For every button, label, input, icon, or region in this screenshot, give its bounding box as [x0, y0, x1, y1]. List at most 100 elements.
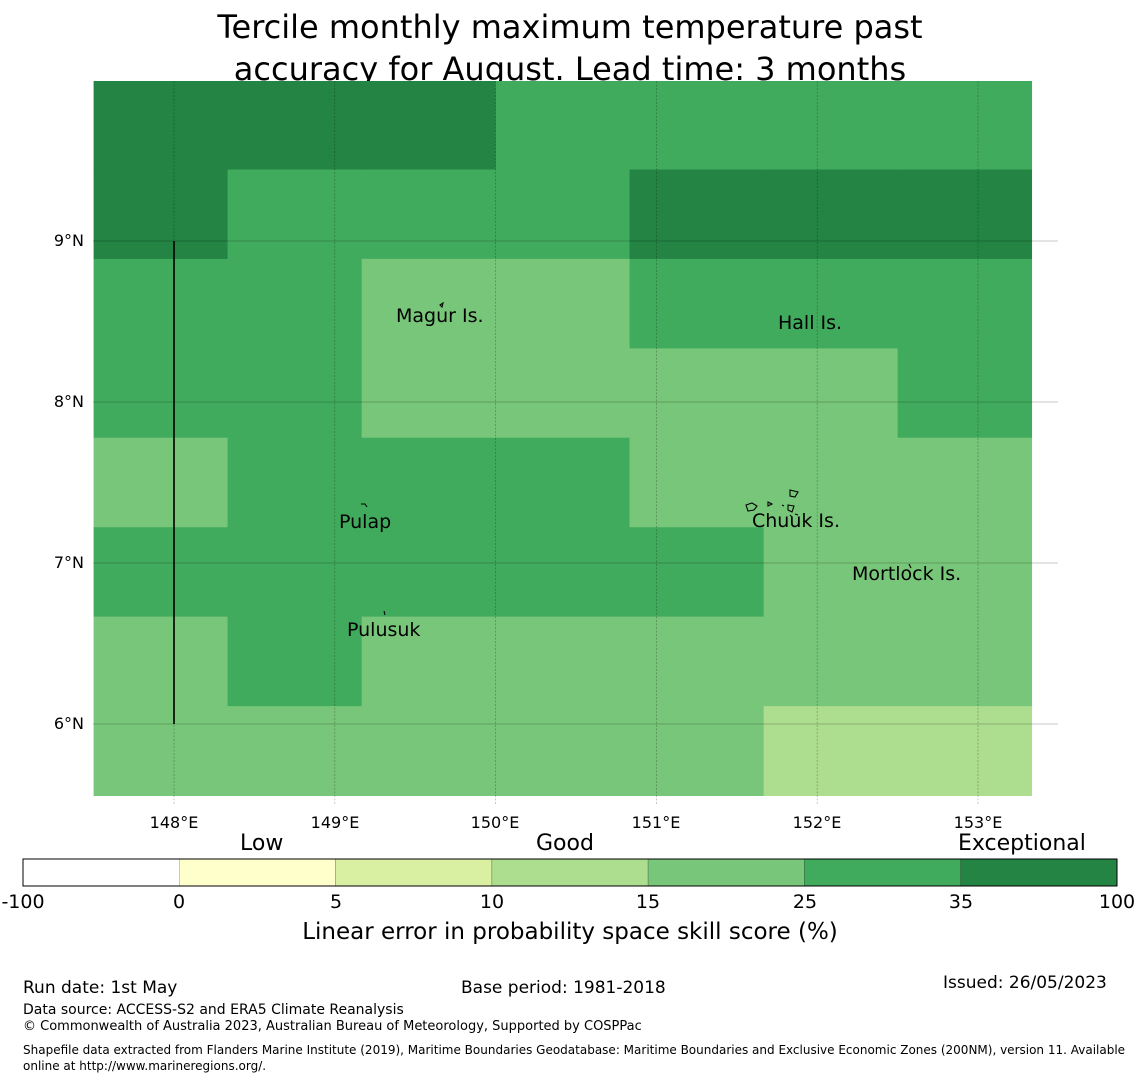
lat-tick-7n: 7°N	[53, 553, 84, 572]
category-good: Good	[536, 831, 594, 856]
lon-tick-151e: 151°E	[631, 813, 681, 832]
colorbar-segment	[491, 858, 649, 887]
colorbar-segment	[23, 859, 180, 886]
lat-tick-8n: 8°N	[53, 392, 84, 411]
issued-date: Issued: 26/05/2023	[943, 973, 1107, 993]
grid-cell	[897, 258, 1033, 349]
grid-cell	[897, 348, 1033, 439]
grid-cell	[763, 437, 899, 528]
grid-cell	[93, 706, 229, 796]
pulusuk-island-outline	[383, 610, 386, 616]
lat-tick-6n: 6°N	[53, 714, 84, 733]
grid-cell	[763, 258, 899, 349]
grid-cell	[361, 258, 497, 349]
shapefile-credit: Shapefile data extracted from Flanders M…	[23, 1043, 1126, 1073]
grid-cell	[227, 706, 363, 796]
place-label-hall: Hall Is.	[778, 312, 843, 334]
colorbar-segment	[647, 858, 805, 887]
grid-cell	[897, 527, 1033, 618]
place-label-mortlock: Mortlock Is.	[852, 563, 962, 585]
magur-island-outline	[439, 301, 444, 309]
grid-cell	[763, 706, 899, 796]
place-label-pulusuk: Pulusuk	[347, 619, 421, 641]
grid-cell	[629, 437, 765, 528]
grid-cell	[361, 527, 497, 618]
grid-cell	[93, 616, 229, 707]
grid-cell	[495, 169, 631, 260]
grid-cell	[93, 169, 229, 260]
lon-tick-150e: 150°E	[470, 813, 520, 832]
lat-tick-9n: 9°N	[53, 231, 84, 250]
colorbar-label: Linear error in probability space skill …	[302, 919, 838, 945]
place-label-pulap: Pulap	[339, 511, 392, 533]
grid-cell	[227, 258, 363, 349]
cbar-tick-25: 25	[792, 891, 818, 913]
grid-cell	[763, 169, 899, 260]
grid-cell	[897, 169, 1033, 260]
grid-cell	[897, 616, 1033, 707]
run-date: Run date: 1st May	[23, 978, 178, 998]
base-period: Base period: 1981-2018	[461, 978, 666, 998]
grid-cell	[763, 527, 899, 618]
grid-cell	[227, 81, 363, 171]
grid-cell	[629, 616, 765, 707]
grid-cell	[763, 81, 899, 171]
grid-cell	[93, 348, 229, 439]
cbar-tick-neg100: -100	[1, 891, 45, 913]
grid-cell	[495, 81, 631, 171]
grid-cell	[495, 616, 631, 707]
grid-cell	[495, 258, 631, 349]
grid-cell	[897, 81, 1033, 171]
mortlock-island-outline	[908, 563, 912, 569]
skill-grid-cells	[93, 81, 1033, 796]
grid-cell	[361, 437, 497, 528]
grid-cell	[629, 527, 765, 618]
chuuk-lagoon-outline	[745, 489, 799, 518]
grid-cell	[897, 706, 1033, 796]
cbar-tick-10: 10	[479, 891, 505, 913]
lon-tick-152e: 152°E	[792, 813, 842, 832]
place-label-magur: Magur Is.	[396, 305, 484, 327]
grid-cell	[227, 437, 363, 528]
grid-cell	[361, 348, 497, 439]
grid-cell	[495, 437, 631, 528]
pulap-island-outline	[361, 503, 368, 508]
lon-tick-149e: 149°E	[310, 813, 360, 832]
category-exceptional: Exceptional	[958, 831, 1086, 856]
lon-tick-148e: 148°E	[149, 813, 199, 832]
category-low: Low	[240, 831, 284, 856]
cbar-tick-5: 5	[329, 891, 343, 913]
grid-cell	[495, 348, 631, 439]
title-line-1: Tercile monthly maximum temperature past	[217, 8, 923, 46]
grid-cell	[361, 616, 497, 707]
grid-cell	[763, 616, 899, 707]
chart-title: Tercile monthly maximum temperature past…	[0, 6, 1140, 90]
cbar-tick-0: 0	[172, 891, 186, 913]
grid-cell	[93, 437, 229, 528]
colorbar-segment	[960, 858, 1118, 887]
grid-cell	[227, 169, 363, 260]
grid-cell	[629, 706, 765, 796]
grid-cell	[495, 706, 631, 796]
place-label-chuuk: Chuuk Is.	[752, 510, 840, 532]
grid-cell	[629, 169, 765, 260]
grid-cell	[93, 258, 229, 349]
grid-cell	[227, 616, 363, 707]
data-source: Data source: ACCESS-S2 and ERA5 Climate …	[23, 1002, 404, 1018]
lon-tick-153e: 153°E	[953, 813, 1003, 832]
cbar-tick-100: 100	[1098, 891, 1136, 913]
grid-cell	[763, 348, 899, 439]
grid-cell	[361, 169, 497, 260]
grid-cell	[227, 527, 363, 618]
grid-cell	[227, 348, 363, 439]
colorbar	[22, 858, 1118, 887]
skill-map	[93, 81, 1058, 805]
colorbar-frame	[22, 858, 1118, 887]
grid-cell	[629, 348, 765, 439]
grid-cell	[495, 527, 631, 618]
grid-cell	[93, 527, 229, 618]
cbar-tick-15: 15	[635, 891, 661, 913]
island-outlines	[361, 301, 912, 616]
grid-cell	[361, 81, 497, 171]
colorbar-segment	[804, 858, 962, 887]
